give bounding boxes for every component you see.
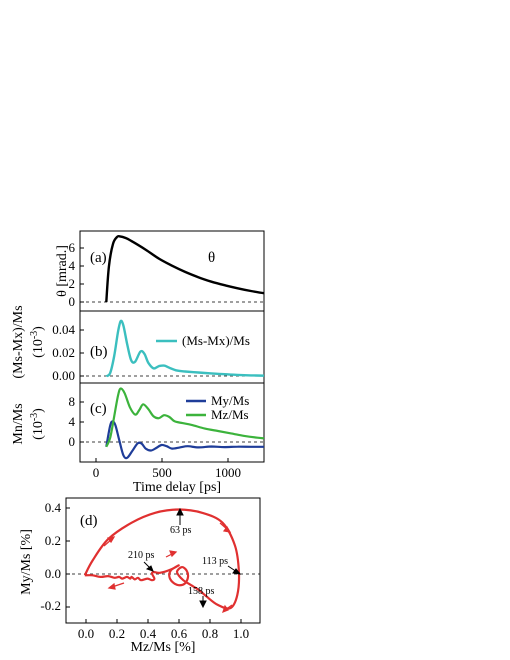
panel-d-xtick: 0.0 bbox=[78, 626, 94, 641]
panel-b-label: (b) bbox=[90, 344, 108, 360]
panel-c-series-my bbox=[105, 420, 264, 460]
panel-b-yunit-base: (10 bbox=[31, 339, 46, 358]
panel-b: (b) (Ms-Mx)/Ms (10-3) 0.00 0.02 0.04 (Ms… bbox=[11, 305, 265, 384]
panel-b-yunit-exp: -3 bbox=[29, 331, 40, 339]
panel-c-xtick: 1000 bbox=[215, 465, 241, 480]
panel-c: (c) Mn/Ms (10-3) 0 4 8 0 500 1000 Time d… bbox=[11, 382, 265, 495]
direction-arrow-head bbox=[169, 550, 178, 558]
panel-d-time-markers bbox=[143, 507, 242, 609]
panel-c-yunit-base: (10 bbox=[31, 421, 46, 440]
panel-d-direction-arrows bbox=[103, 522, 233, 614]
panel-c-xtick: 0 bbox=[93, 465, 100, 480]
panel-d: (d) My/Ms [%] Mz/Ms [%] -0.2 0.0 0.2 0.4… bbox=[19, 497, 261, 655]
time-marker-arrowhead-63ps bbox=[176, 507, 184, 516]
panel-d-ytick: 0.4 bbox=[45, 500, 62, 515]
panel-c-legend-label-my: My/Ms bbox=[211, 393, 249, 408]
panel-d-ylabel: My/Ms [%] bbox=[19, 529, 34, 595]
panel-a-annotation: θ bbox=[208, 250, 215, 266]
panel-c-xtick: 500 bbox=[152, 465, 172, 480]
panel-c-ylabel: Mn/Ms bbox=[11, 403, 26, 444]
panel-a-ytick: 4 bbox=[69, 258, 76, 273]
panel-a: (a) θ θ [mrad.] 0 2 4 6 bbox=[55, 230, 265, 312]
panel-c-yunit-close: ) bbox=[31, 408, 46, 413]
panel-a-ytick: 0 bbox=[69, 294, 76, 309]
panel-c-ytick: 4 bbox=[69, 414, 76, 429]
panel-b-series bbox=[105, 319, 265, 378]
panel-a-ytick: 2 bbox=[69, 276, 76, 291]
panel-b-yticks: 0.00 0.02 0.04 bbox=[52, 322, 84, 383]
time-marker-arrowhead-158ps bbox=[199, 600, 207, 609]
direction-arrow-head bbox=[222, 604, 229, 614]
panel-d-xtick: 0.2 bbox=[109, 626, 125, 641]
panel-d-xtick: 1.0 bbox=[233, 626, 249, 641]
panel-c-ytick: 8 bbox=[69, 394, 76, 409]
panel-c-yunit-exp: -3 bbox=[29, 413, 40, 421]
panel-d-xtick: 0.6 bbox=[171, 626, 188, 641]
panel-c-series-mz bbox=[105, 387, 265, 448]
panel-a-series-theta bbox=[105, 235, 265, 303]
direction-arrow-head bbox=[222, 525, 232, 533]
panel-c-xticks: 0 500 1000 bbox=[93, 458, 241, 480]
panel-c-xlabel: Time delay [ps] bbox=[133, 480, 221, 495]
panel-a-ytick: 6 bbox=[69, 240, 76, 255]
panel-a-yticks: 0 2 4 6 bbox=[69, 240, 84, 309]
panel-b-yunit-close: ) bbox=[31, 326, 46, 331]
panel-c-yunit: (10-3) bbox=[29, 408, 46, 440]
annotation-63ps: 63 ps bbox=[170, 525, 192, 536]
panel-b-ytick: 0.02 bbox=[52, 345, 75, 360]
panel-c-yticks: 0 4 8 bbox=[69, 394, 84, 449]
panel-d-xticks: 0.0 0.2 0.4 0.6 0.8 1.0 bbox=[78, 619, 249, 641]
panel-c-label: (c) bbox=[90, 401, 107, 417]
annotation-113ps: 113 ps bbox=[202, 556, 228, 567]
panel-d-xtick: 0.8 bbox=[202, 626, 218, 641]
panel-b-yunit: (10-3) bbox=[29, 326, 46, 358]
annotation-210ps: 210 ps bbox=[128, 550, 155, 561]
panel-a-ylabel: θ [mrad.] bbox=[55, 245, 70, 297]
panel-c-legend-label-mz: Mz/Ms bbox=[211, 407, 249, 422]
panel-d-trajectory bbox=[83, 508, 241, 610]
panel-b-legend: (Ms-Mx)/Ms bbox=[156, 333, 250, 348]
panel-d-yticks: -0.2 0.0 0.2 0.4 bbox=[40, 500, 70, 613]
panel-c-ytick: 0 bbox=[69, 434, 76, 449]
direction-arrow-head bbox=[107, 582, 116, 590]
panel-d-ytick: 0.0 bbox=[45, 566, 61, 581]
panel-d-frame bbox=[65, 497, 261, 624]
panel-d-ytick: -0.2 bbox=[40, 598, 61, 613]
panel-b-legend-label: (Ms-Mx)/Ms bbox=[182, 333, 250, 348]
panel-d-ytick: 0.2 bbox=[45, 533, 61, 548]
direction-arrow-head bbox=[106, 536, 116, 544]
panel-b-ytick: 0.04 bbox=[52, 322, 75, 337]
panel-d-label: (d) bbox=[80, 513, 98, 529]
panel-d-xlabel: Mz/Ms [%] bbox=[131, 640, 196, 655]
panel-a-label: (a) bbox=[90, 250, 107, 266]
time-marker-arrowhead-113ps bbox=[232, 568, 242, 575]
panel-b-ytick: 0.00 bbox=[52, 368, 75, 383]
panel-c-legend: My/Ms Mz/Ms bbox=[186, 393, 249, 422]
panel-d-xtick: 0.4 bbox=[140, 626, 157, 641]
annotation-158ps: 158 ps bbox=[188, 586, 215, 597]
time-marker-arrowhead-210ps bbox=[145, 565, 154, 572]
panel-b-ylabel: (Ms-Mx)/Ms bbox=[11, 305, 26, 378]
